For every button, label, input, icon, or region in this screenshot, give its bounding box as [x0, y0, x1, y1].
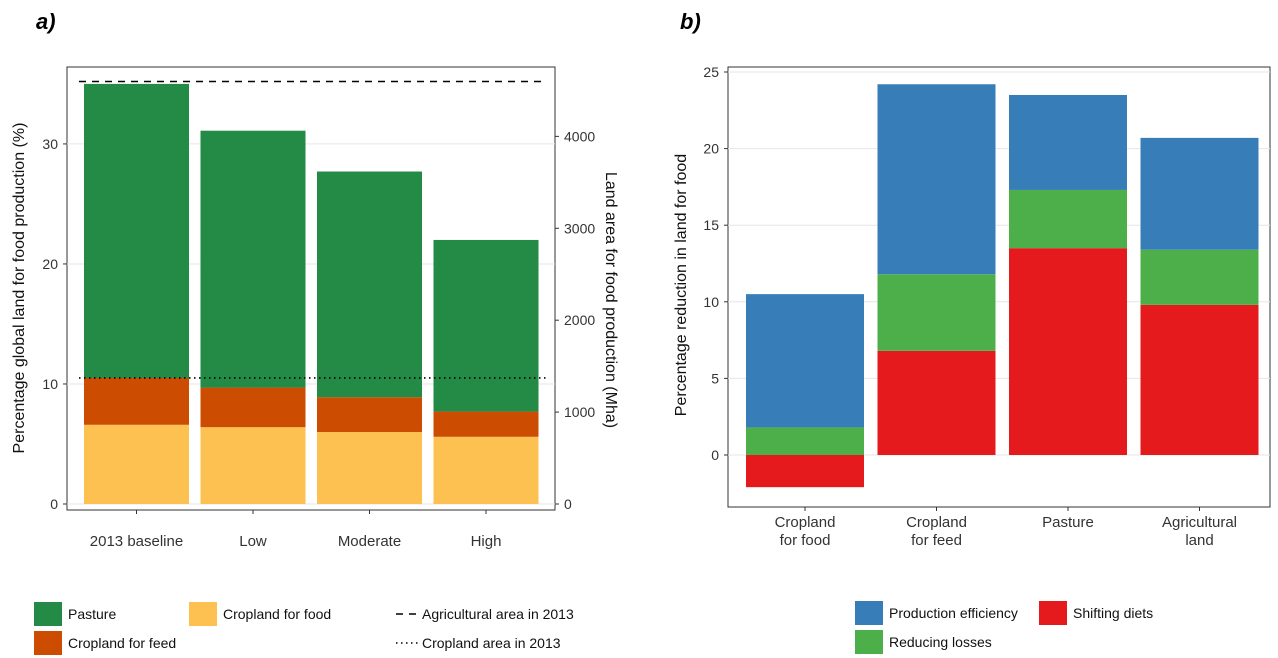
legend-a: Pasture Cropland for feed Cropland for f… [34, 602, 574, 655]
y-right-tick-label-a: 0 [564, 496, 572, 512]
bar-cropland-for-food [433, 436, 539, 504]
bar-pasture [317, 171, 422, 398]
legend-label-cropland-food: Cropland for food [223, 606, 331, 622]
plot-frame-b [727, 66, 1271, 508]
legend-label-production-efficiency: Production efficiency [889, 605, 1018, 621]
y-axis-label-b: Percentage reduction in land for food [673, 154, 690, 416]
y-tick-label-a: 20 [42, 256, 58, 272]
x-tick-label-b: Cropland for food [775, 514, 836, 549]
ticks-a: 0 10 20 30 0 1000 2000 3000 4000 2013 baseline Low… [42, 128, 595, 550]
bars-a [84, 83, 539, 504]
y-axis-label-right-a: Land area for food production (Mha) [602, 172, 619, 428]
y-right-tick-label-a: 3000 [564, 220, 595, 236]
legend-label-cropland-area: Cropland area in 2013 [422, 635, 561, 651]
legend-swatch-cropland-food [189, 602, 217, 626]
bar-pasture [433, 239, 539, 412]
plot-frame-a [66, 66, 556, 511]
x-tick-label-a: Low [239, 533, 267, 550]
bar-reducing-losses [1009, 189, 1127, 249]
panel-label-a: a) [36, 9, 56, 34]
y-tick-label-a: 30 [42, 136, 58, 152]
chart-a: a) 0 10 20 30 0 1000 2000 3000 4000 2013 baseline… [11, 9, 619, 550]
legend-swatch-reducing-losses [855, 630, 883, 654]
y-right-tick-label-a: 2000 [564, 312, 595, 328]
bar-reducing-losses [746, 427, 864, 455]
x-tick-label-b: Pasture [1042, 514, 1094, 531]
bar-pasture [84, 83, 189, 378]
y-tick-label-b: 0 [711, 447, 719, 463]
y-right-tick-label-a: 1000 [564, 404, 595, 420]
bar-reducing-losses [877, 274, 996, 351]
y-tick-label-a: 0 [50, 496, 58, 512]
legend-label-agricultural-area: Agricultural area in 2013 [422, 606, 574, 622]
bar-shifting-diets [746, 455, 864, 488]
ticks-b: 0 5 10 15 20 25 Cropland for food Cropland for fe… [703, 64, 1237, 549]
bar-production-efficiency [746, 294, 864, 428]
x-tick-label-a: High [471, 533, 502, 550]
bar-cropland-for-feed [433, 411, 539, 437]
legend-swatch-pasture [34, 602, 62, 626]
y-tick-label-b: 10 [703, 294, 719, 310]
bars-b [746, 84, 1259, 488]
legend-swatch-cropland-feed [34, 631, 62, 655]
legend-label-shifting-diets: Shifting diets [1073, 605, 1153, 621]
bar-production-efficiency [1009, 94, 1127, 190]
bar-shifting-diets [877, 350, 996, 455]
y-tick-label-a: 10 [42, 376, 58, 392]
bar-cropland-for-feed [84, 377, 189, 425]
panel-label-b: b) [680, 9, 701, 34]
legend-label-reducing-losses: Reducing losses [889, 634, 992, 650]
bar-shifting-diets [1009, 248, 1127, 455]
bar-cropland-for-feed [200, 387, 306, 428]
x-tick-label-b: Cropland for feed [906, 514, 967, 549]
bar-reducing-losses [1140, 249, 1259, 305]
y-tick-label-b: 5 [711, 370, 719, 386]
legend-label-cropland-feed: Cropland for feed [68, 635, 176, 651]
bar-production-efficiency [877, 84, 996, 275]
x-tick-label-a: Moderate [338, 533, 401, 550]
legend-label-pasture: Pasture [68, 606, 116, 622]
y-tick-label-b: 20 [703, 141, 719, 157]
y-tick-label-b: 25 [703, 64, 719, 80]
bar-pasture [200, 130, 306, 388]
y-tick-label-b: 15 [703, 217, 719, 233]
y-right-tick-label-a: 4000 [564, 128, 595, 144]
bar-production-efficiency [1140, 137, 1259, 250]
legend-b: Production efficiency Shifting diets Red… [855, 601, 1153, 654]
x-tick-label-b: Agricultural land [1162, 514, 1237, 549]
y-axis-label-a: Percentage global land for food producti… [11, 123, 28, 454]
bar-cropland-for-food [84, 424, 189, 504]
bar-cropland-for-food [317, 431, 422, 504]
chart-b: b) 0 5 10 15 20 25 Cropland for food Cropland for… [673, 9, 1271, 549]
bar-cropland-for-food [200, 427, 306, 504]
bar-shifting-diets [1140, 304, 1259, 455]
bar-cropland-for-feed [317, 397, 422, 432]
x-tick-label-a: 2013 baseline [90, 533, 183, 550]
legend-swatch-production-efficiency [855, 601, 883, 625]
legend-swatch-shifting-diets [1039, 601, 1067, 625]
